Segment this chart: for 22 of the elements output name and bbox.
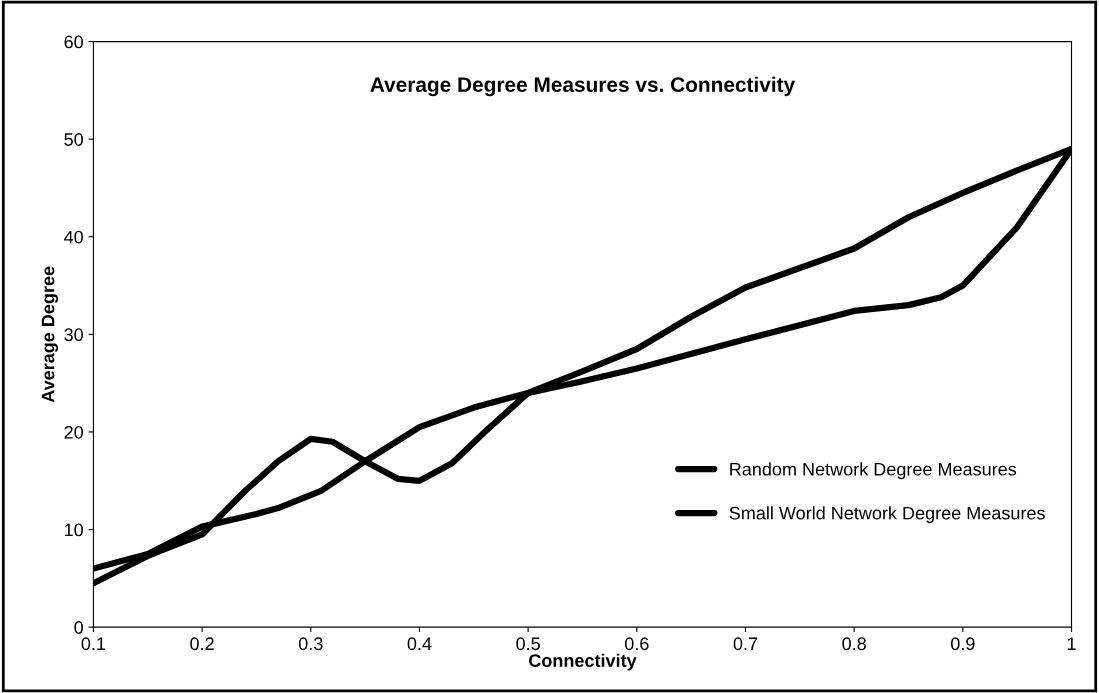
x-tick-label: 0.4 (407, 637, 432, 651)
x-tick-label: 0.1 (81, 637, 106, 651)
y-tick-label: 50 (64, 133, 83, 146)
y-tick-label: 0 (74, 621, 83, 634)
x-tick-label: 0.8 (842, 637, 866, 651)
x-tick-label: 0.9 (951, 637, 975, 651)
x-tick-label: 0.7 (733, 637, 758, 651)
text: Average Degree Measures vs. Connectivity (370, 76, 796, 97)
x-tick-label: 0.2 (190, 637, 214, 651)
legend-label: Random Network Degree Measures (730, 462, 1017, 480)
x-tick-label: 0.5 (516, 637, 540, 651)
x-tick-label: 0.3 (298, 637, 323, 651)
legend-label: Small World Network Degree Measures (729, 506, 1045, 524)
y-tick-label: 10 (64, 523, 83, 537)
y-tick-label: 30 (64, 328, 83, 342)
y-tick-label: 20 (64, 425, 83, 439)
y-tick-label: 60 (64, 35, 83, 49)
x-tick-label: 0.6 (624, 637, 649, 651)
y-tick-label: 40 (64, 230, 83, 244)
y-axis-title: Average Degree (41, 266, 59, 403)
x-tick-label: 1 (1067, 637, 1076, 650)
x-axis-title: Connectivity (529, 653, 637, 671)
